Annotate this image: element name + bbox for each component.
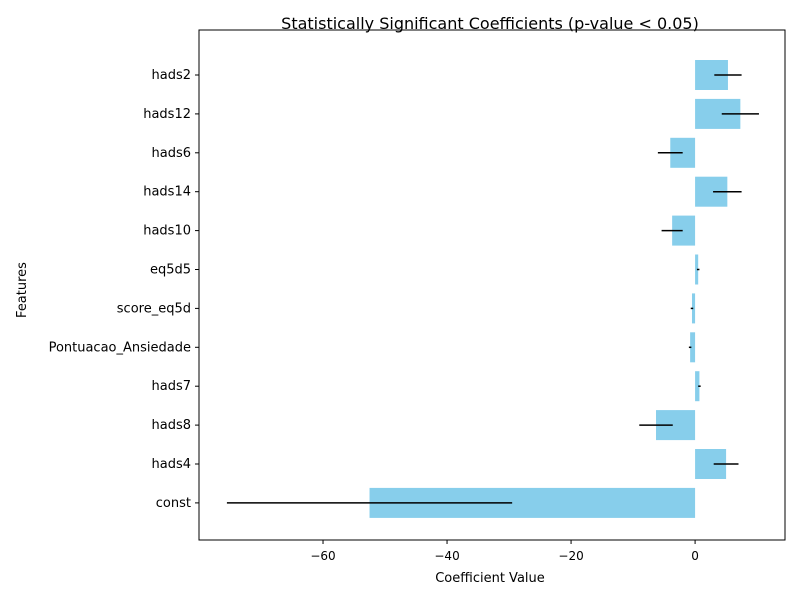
y-tick-label-hads2: hads2 xyxy=(151,68,191,83)
y-tick-label-hads8: hads8 xyxy=(151,418,191,433)
bar-score_eq5d xyxy=(691,293,696,324)
x-tick-label-2: −20 xyxy=(558,549,583,563)
bar-Pontuacao_Ansiedade xyxy=(690,332,696,363)
error-bars-layer xyxy=(226,74,759,504)
x-tick-label-3: 0 xyxy=(691,549,699,563)
bars-layer xyxy=(369,60,741,518)
x-axis-ticks: −60 −40 −20 0 xyxy=(310,540,699,563)
y-tick-label-score_eq5d: score_eq5d xyxy=(117,301,191,316)
y-tick-label-hads10: hads10 xyxy=(143,224,191,239)
y-tick-label-hads14: hads14 xyxy=(143,185,191,200)
y-tick-label-const: const xyxy=(156,496,191,511)
chart-title: Statistically Significant Coefficients (… xyxy=(281,14,699,33)
y-tick-label-hads4: hads4 xyxy=(151,457,191,472)
y-tick-label-hads12: hads12 xyxy=(143,107,191,122)
x-axis-label: Coefficient Value xyxy=(435,571,545,586)
plot-frame xyxy=(198,29,786,541)
y-tick-label-hads6: hads6 xyxy=(151,146,191,161)
y-axis-label: Features xyxy=(15,262,30,318)
y-tick-label-hads7: hads7 xyxy=(151,379,191,394)
y-tick-label-Pontuacao_Ansiedade: Pontuacao_Ansiedade xyxy=(49,340,191,355)
bar-eq5d5 xyxy=(695,254,699,285)
bar-hads10 xyxy=(672,215,696,246)
bar-hads7 xyxy=(695,371,700,402)
y-tick-label-eq5d5: eq5d5 xyxy=(150,263,191,278)
x-tick-label-0: −60 xyxy=(310,549,335,563)
y-axis-ticks: hads2 hads12 hads6 hads14 hads10 eq5d5 score_e… xyxy=(49,68,199,511)
x-tick-label-1: −40 xyxy=(434,549,459,563)
